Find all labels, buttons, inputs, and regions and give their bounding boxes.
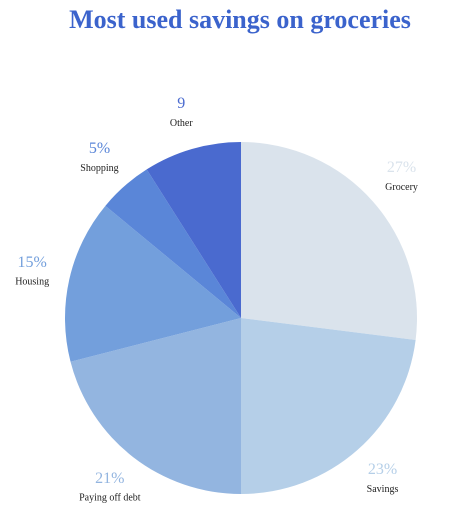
category-label: Savings xyxy=(367,484,399,495)
category-label: Other xyxy=(170,118,193,129)
category-label: Housing xyxy=(15,277,49,288)
pie-slice xyxy=(241,142,418,341)
value-label: 15% xyxy=(17,254,46,271)
chart-title: Most used savings on groceries xyxy=(69,5,411,34)
value-label: 9 xyxy=(177,95,185,112)
category-label: Shopping xyxy=(80,163,118,174)
value-label: 5% xyxy=(89,140,110,157)
value-label: 21% xyxy=(95,470,124,487)
pie-slice xyxy=(241,318,416,494)
value-label: 27% xyxy=(387,159,416,176)
pie-slice xyxy=(146,142,241,318)
category-label: Paying off debt xyxy=(79,492,141,503)
value-label: 23% xyxy=(368,461,397,478)
pie-slice xyxy=(70,318,242,495)
category-label: Grocery xyxy=(385,182,418,193)
pie-slice xyxy=(65,205,242,362)
pie-slice xyxy=(105,169,241,318)
